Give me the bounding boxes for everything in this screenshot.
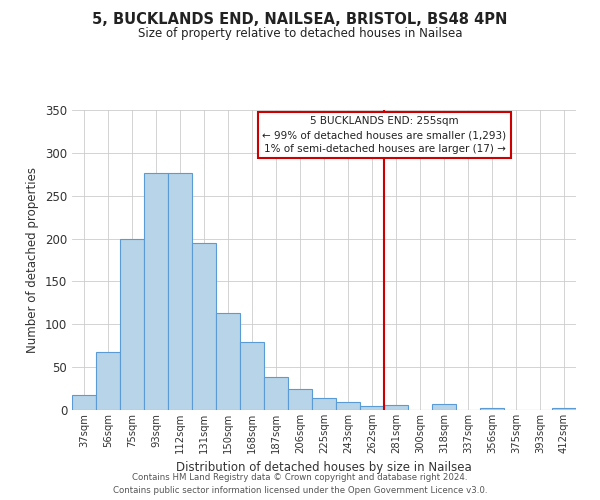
Bar <box>216 313 240 410</box>
Y-axis label: Number of detached properties: Number of detached properties <box>26 167 40 353</box>
Text: Contains HM Land Registry data © Crown copyright and database right 2024.: Contains HM Land Registry data © Crown c… <box>132 472 468 482</box>
Bar <box>168 172 192 410</box>
Bar <box>144 172 168 410</box>
Text: 5, BUCKLANDS END, NAILSEA, BRISTOL, BS48 4PN: 5, BUCKLANDS END, NAILSEA, BRISTOL, BS48… <box>92 12 508 28</box>
Text: 5 BUCKLANDS END: 255sqm
← 99% of detached houses are smaller (1,293)
1% of semi-: 5 BUCKLANDS END: 255sqm ← 99% of detache… <box>262 116 506 154</box>
Bar <box>384 405 408 410</box>
Bar <box>240 342 264 410</box>
Bar <box>96 352 120 410</box>
Bar <box>264 376 288 410</box>
Bar <box>312 398 336 410</box>
Bar <box>288 388 312 410</box>
Bar <box>72 394 96 410</box>
Bar <box>552 408 576 410</box>
Bar <box>120 238 144 410</box>
Text: Size of property relative to detached houses in Nailsea: Size of property relative to detached ho… <box>138 28 462 40</box>
Bar <box>192 243 216 410</box>
Bar <box>432 404 456 410</box>
Text: Contains public sector information licensed under the Open Government Licence v3: Contains public sector information licen… <box>113 486 487 495</box>
Bar <box>336 402 360 410</box>
Bar <box>360 406 384 410</box>
X-axis label: Distribution of detached houses by size in Nailsea: Distribution of detached houses by size … <box>176 462 472 474</box>
Bar <box>480 408 504 410</box>
